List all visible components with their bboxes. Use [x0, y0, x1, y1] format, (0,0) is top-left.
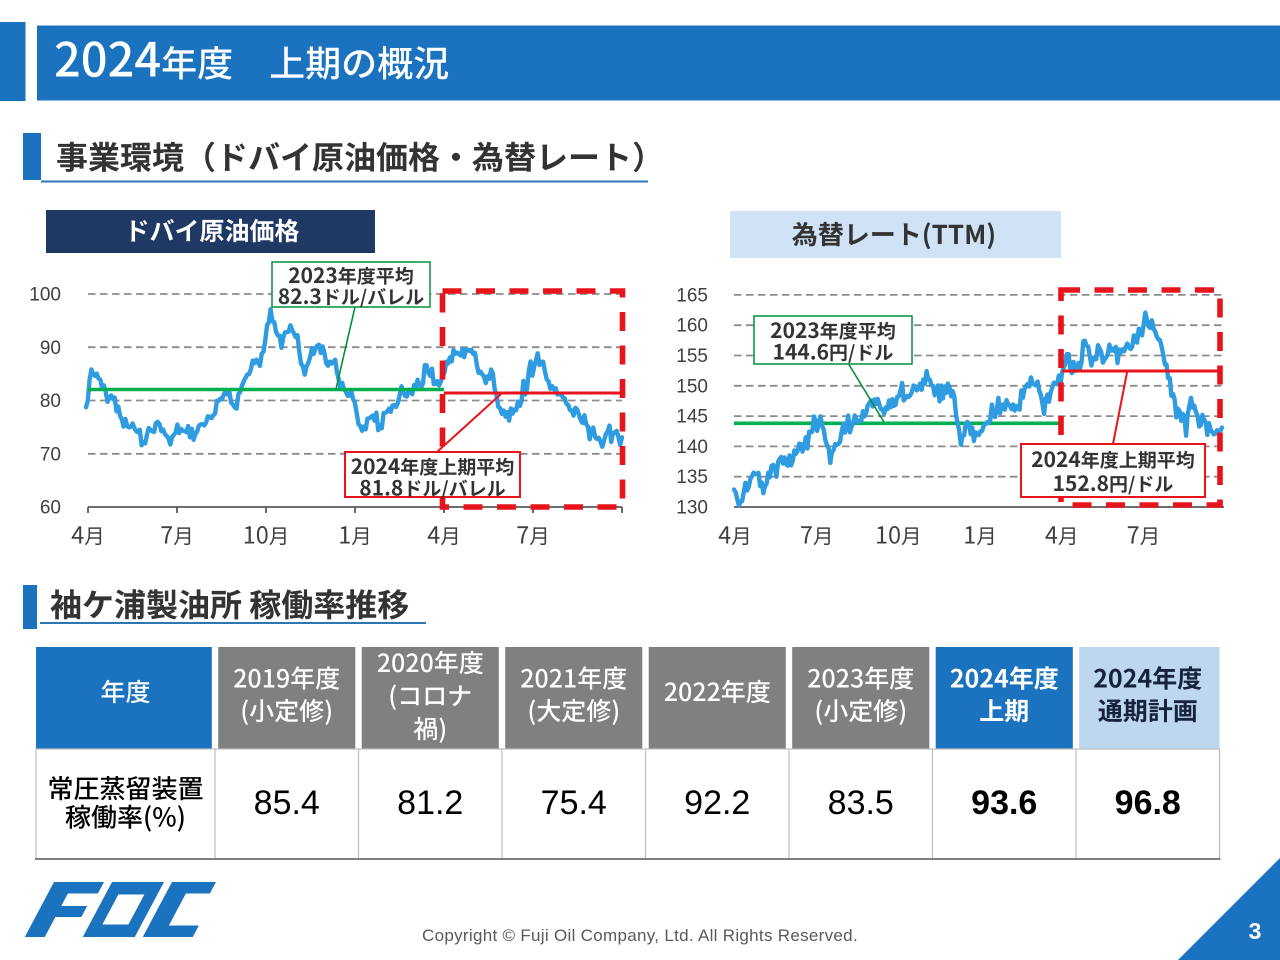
svg-text:81.2: 81.2 [397, 784, 463, 822]
svg-text:130: 130 [676, 498, 708, 519]
svg-text:85.4: 85.4 [254, 784, 320, 822]
svg-text:140: 140 [676, 437, 708, 458]
svg-text:145: 145 [676, 407, 708, 428]
svg-text:135: 135 [676, 467, 708, 488]
svg-text:155: 155 [676, 346, 708, 367]
svg-text:165: 165 [676, 285, 708, 306]
svg-text:100: 100 [29, 285, 61, 306]
svg-text:90: 90 [40, 338, 61, 359]
svg-text:70: 70 [40, 444, 61, 465]
svg-text:80: 80 [40, 391, 61, 412]
svg-text:93.6: 93.6 [971, 784, 1037, 822]
svg-text:83.5: 83.5 [828, 784, 894, 822]
svg-text:160: 160 [676, 316, 708, 337]
svg-text:92.2: 92.2 [684, 784, 750, 822]
svg-text:75.4: 75.4 [541, 784, 607, 822]
svg-text:150: 150 [676, 376, 708, 397]
svg-text:60: 60 [40, 498, 61, 519]
svg-text:Copyright © Fuji Oil Company,: Copyright © Fuji Oil Company, Ltd. All R… [422, 926, 858, 945]
svg-text:3: 3 [1249, 918, 1262, 944]
svg-text:96.8: 96.8 [1115, 784, 1181, 822]
